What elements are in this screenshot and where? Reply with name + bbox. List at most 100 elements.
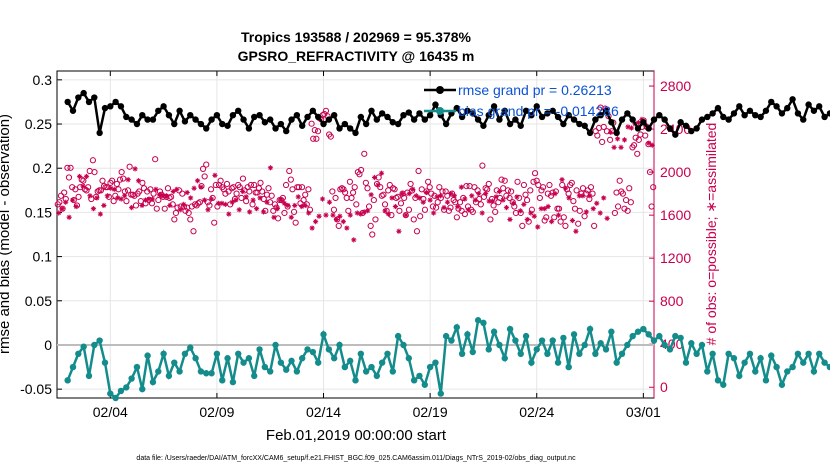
bias-point <box>544 350 551 358</box>
obs-assimilated-point <box>260 209 267 215</box>
obs-assimilated-point <box>437 193 444 199</box>
obs-assimilated-point <box>201 197 208 203</box>
bias-point <box>624 341 631 349</box>
obs-possible-point <box>282 181 290 189</box>
obs-possible-point <box>514 178 521 185</box>
obs-possible-point <box>410 216 417 223</box>
obs-assimilated-point <box>646 140 652 146</box>
obs-assimilated-point <box>212 172 218 178</box>
bias-point <box>757 355 764 362</box>
rmse-point <box>720 113 727 121</box>
bias-point <box>602 346 610 353</box>
bias-point <box>810 368 818 375</box>
rmse-point <box>645 125 652 132</box>
bias-point <box>261 363 269 371</box>
obs-assimilated-point <box>274 206 281 212</box>
obs-assimilated-point <box>306 210 312 216</box>
obs-possible-point <box>417 213 424 220</box>
obs-possible-point <box>562 222 569 229</box>
obs-assimilated-point <box>562 185 569 191</box>
obs-possible-point <box>268 192 275 199</box>
bias-point <box>155 368 162 375</box>
obs-possible-point <box>238 194 245 202</box>
obs-assimilated-point <box>156 192 162 198</box>
obs-possible-point <box>330 206 338 213</box>
bias-point <box>112 394 119 402</box>
obs-assimilated-point <box>566 195 572 201</box>
bias-point <box>682 359 690 366</box>
obs-assimilated-point <box>514 194 520 200</box>
obs-assimilated-point <box>476 191 482 197</box>
rmse-point <box>762 107 770 114</box>
obs-assimilated-point <box>219 200 225 206</box>
obs-possible-point <box>57 192 65 199</box>
obs-possible-point <box>447 204 454 211</box>
obs-possible-point <box>409 187 416 194</box>
obs-assimilated-point <box>378 170 385 176</box>
obs-assimilated-point <box>115 195 121 201</box>
obs-assimilated-point <box>247 209 253 215</box>
bias-point <box>341 363 349 371</box>
obs-assimilated-point <box>344 225 350 231</box>
rmse-point <box>528 111 535 119</box>
obs-assimilated-point <box>601 195 607 201</box>
obs-assimilated-point <box>250 197 256 203</box>
rmse-point <box>85 98 93 106</box>
obs-assimilated-point <box>614 136 621 142</box>
y-tick-label: 0.3 <box>33 72 53 88</box>
obs-possible-point <box>642 132 649 139</box>
obs-possible-point <box>161 205 168 212</box>
obs-possible-point <box>348 194 355 202</box>
bias-point <box>453 324 460 331</box>
bias-point <box>101 359 109 366</box>
obs-assimilated-point <box>302 202 308 209</box>
bias-point <box>181 350 189 358</box>
obs-possible-point <box>568 179 575 186</box>
rmse-point <box>810 107 818 114</box>
legend-rmse-label: rmse grand pr = 0.26213 <box>458 82 612 98</box>
obs-possible-point <box>520 181 528 189</box>
obs-possible-point <box>123 198 130 205</box>
obs-assimilated-point <box>462 196 468 202</box>
bias-point <box>213 350 221 358</box>
bias-point <box>96 337 103 344</box>
obs-possible-point <box>179 190 186 197</box>
obs-possible-point <box>573 187 580 194</box>
rmse-point <box>293 111 301 119</box>
obs-possible-point <box>80 177 87 184</box>
bias-point <box>645 331 652 338</box>
rmse-point <box>123 113 130 121</box>
rmse-point <box>240 116 247 123</box>
obs-possible-point <box>611 209 618 217</box>
rmse-point <box>213 111 221 119</box>
rmse-point <box>165 111 173 119</box>
legend: rmse grand pr = 0.26213 bias grand pr = … <box>424 82 619 119</box>
rmse-point <box>640 119 647 126</box>
bias-point <box>405 355 413 362</box>
obs-possible-point <box>152 156 159 163</box>
bias-point <box>192 355 199 362</box>
bias-point <box>581 341 588 349</box>
rmse-point <box>586 129 594 137</box>
obs-possible-point <box>436 184 443 191</box>
bias-point <box>203 370 210 377</box>
obs-assimilated-point <box>59 206 65 212</box>
bias-point <box>389 368 397 375</box>
bias-point <box>506 325 514 333</box>
rmse-point <box>277 120 285 128</box>
rmse-point <box>91 94 98 101</box>
obs-possible-point <box>539 184 547 191</box>
obs-possible-point <box>648 203 655 210</box>
obs-assimilated-point <box>278 197 284 203</box>
obs-assimilated-point <box>191 185 197 191</box>
obs-possible-point <box>120 175 127 182</box>
obs-possible-point <box>458 207 465 214</box>
rmse-point <box>592 116 599 123</box>
obs-assimilated-point <box>240 188 246 195</box>
obs-possible-point <box>378 192 385 199</box>
obs-assimilated-point <box>545 203 551 210</box>
bias-point <box>517 350 524 358</box>
obs-possible-point <box>477 201 484 208</box>
rmse-point <box>469 110 476 117</box>
x-tick-label: 02/24 <box>519 404 554 420</box>
